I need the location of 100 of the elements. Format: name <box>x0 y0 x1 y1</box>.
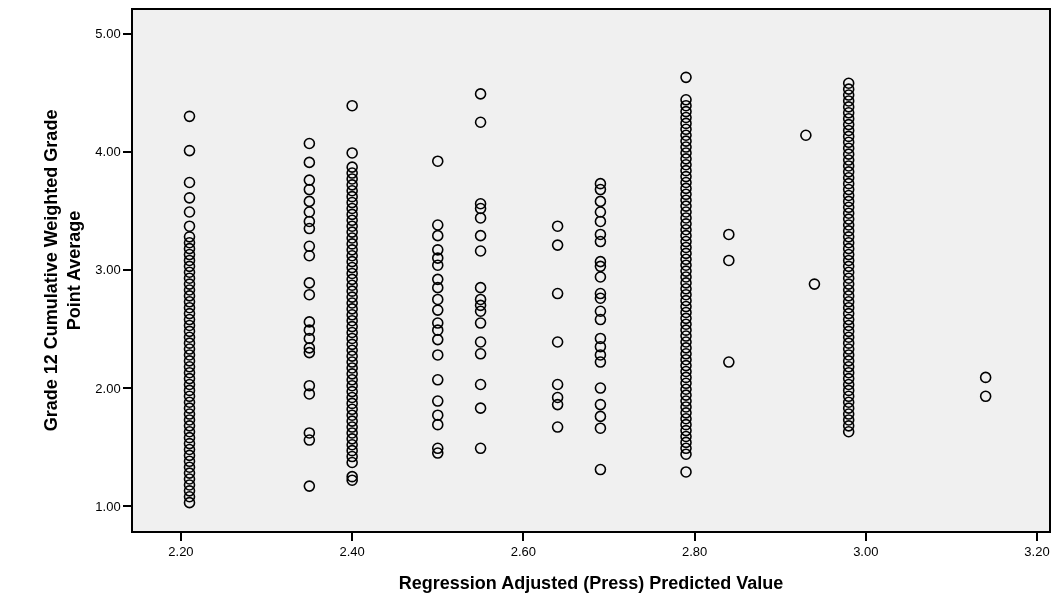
point <box>842 183 855 196</box>
point <box>346 379 358 392</box>
point <box>594 228 607 241</box>
point <box>474 317 487 329</box>
point <box>842 384 855 397</box>
point <box>551 220 564 232</box>
point <box>842 337 855 349</box>
point <box>431 333 444 346</box>
point <box>183 414 196 426</box>
point <box>303 388 316 400</box>
point <box>594 398 607 411</box>
point <box>346 421 358 433</box>
y-axis-title: Grade 12 Cumulative Weighted Grade Point Average <box>40 109 85 432</box>
point <box>594 255 607 268</box>
point <box>842 118 855 131</box>
point <box>183 220 196 232</box>
point <box>303 174 316 186</box>
point <box>842 177 855 190</box>
point <box>431 409 444 422</box>
point <box>594 183 607 196</box>
point <box>594 305 607 318</box>
point <box>183 290 196 302</box>
point <box>842 101 855 113</box>
point <box>346 249 358 262</box>
point <box>594 195 607 208</box>
point <box>723 254 735 267</box>
point <box>183 384 196 397</box>
point <box>431 447 444 459</box>
point <box>303 222 316 235</box>
point <box>594 410 607 423</box>
point <box>183 473 196 485</box>
point <box>183 231 196 243</box>
point <box>808 278 821 290</box>
point <box>594 313 607 326</box>
point <box>431 293 444 306</box>
point <box>346 438 358 451</box>
point <box>346 338 358 351</box>
point <box>183 192 196 204</box>
point <box>346 474 358 486</box>
point <box>303 215 316 228</box>
point <box>842 160 855 172</box>
point <box>842 171 855 184</box>
point <box>842 207 855 219</box>
point <box>842 360 855 373</box>
point <box>183 455 196 468</box>
point <box>346 208 358 221</box>
point <box>594 422 607 435</box>
point <box>346 267 358 280</box>
point <box>346 279 358 292</box>
point <box>346 456 358 469</box>
point <box>346 179 358 191</box>
point <box>346 202 358 215</box>
point <box>303 346 316 359</box>
point <box>842 213 855 225</box>
point <box>842 242 855 255</box>
point <box>842 148 855 160</box>
point <box>346 238 358 250</box>
point <box>551 239 564 251</box>
point <box>346 397 358 410</box>
point <box>431 317 444 329</box>
point <box>346 309 358 321</box>
point <box>842 106 855 119</box>
point <box>474 202 487 215</box>
point <box>183 461 196 473</box>
point <box>842 325 855 338</box>
point <box>303 195 316 208</box>
point <box>183 467 196 479</box>
point <box>303 183 316 196</box>
x-tick-label: 2.60 <box>510 544 537 560</box>
point <box>303 480 316 492</box>
point <box>183 408 196 420</box>
point <box>474 347 487 360</box>
point <box>842 343 855 355</box>
point <box>842 236 855 249</box>
point <box>346 285 358 297</box>
point <box>594 292 607 305</box>
point <box>474 245 487 257</box>
point <box>183 420 196 432</box>
point <box>842 272 855 284</box>
point <box>842 130 855 143</box>
point <box>842 307 855 320</box>
point <box>551 391 564 404</box>
point <box>842 396 855 409</box>
point <box>842 390 855 403</box>
point <box>594 235 607 248</box>
point <box>594 287 607 300</box>
point <box>842 112 855 125</box>
point <box>346 184 358 197</box>
point <box>474 88 487 100</box>
point <box>346 344 358 357</box>
point <box>474 305 487 318</box>
point <box>842 414 855 426</box>
point <box>346 373 358 386</box>
point <box>183 343 196 355</box>
x-tick-label: 2.20 <box>168 544 194 560</box>
point <box>979 371 992 384</box>
point <box>346 332 358 345</box>
point <box>346 214 358 227</box>
point <box>346 385 358 398</box>
point <box>183 490 196 503</box>
